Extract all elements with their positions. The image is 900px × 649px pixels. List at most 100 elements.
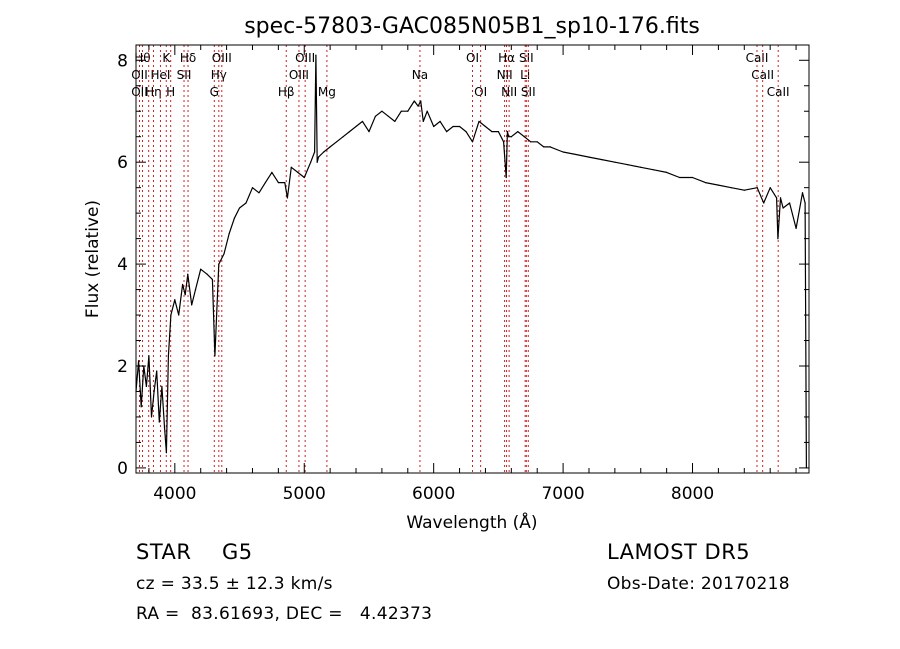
y-tick-label: 8 <box>117 51 128 71</box>
data-point <box>549 146 551 148</box>
line-marker-label: OI <box>466 51 479 65</box>
data-point <box>361 120 364 123</box>
data-point <box>223 253 225 255</box>
data-point <box>562 151 564 153</box>
line-marker-label: NII <box>501 85 517 99</box>
data-point <box>228 232 230 235</box>
x-tick-label: 8000 <box>671 484 714 504</box>
data-point <box>348 131 351 133</box>
data-point <box>426 110 428 112</box>
data-point <box>422 120 424 123</box>
line-marker-label: OI <box>474 85 487 99</box>
data-point <box>156 370 158 372</box>
data-point <box>717 184 720 186</box>
object-subclass: G5 <box>222 540 253 564</box>
data-point <box>413 100 415 102</box>
data-point <box>251 187 254 189</box>
data-point <box>184 294 186 296</box>
data-point <box>627 164 629 166</box>
data-point <box>153 390 155 393</box>
data-point <box>777 238 779 240</box>
data-point <box>556 148 558 151</box>
line-marker-label: Hθ <box>134 51 150 65</box>
data-point <box>801 192 804 194</box>
data-point <box>317 156 320 158</box>
data-point <box>497 131 499 133</box>
y-tick-label: 2 <box>117 357 128 377</box>
data-point <box>336 141 338 143</box>
line-marker-label: Hγ <box>211 68 227 82</box>
data-point <box>158 421 160 423</box>
data-point <box>804 202 806 204</box>
line-marker-label: OII <box>131 85 148 99</box>
data-point <box>290 166 292 168</box>
line-marker-label: SII <box>177 68 192 82</box>
x-axis: 4000 5000 6000 7000 8000 <box>148 45 797 504</box>
data-point <box>458 125 461 128</box>
line-marker-label: Na <box>412 68 428 82</box>
observation-date: Obs-Date: 20170218 <box>607 574 790 594</box>
data-point <box>678 176 681 179</box>
data-point <box>756 187 758 189</box>
data-point <box>506 131 509 133</box>
data-point <box>420 100 422 102</box>
x-tick-label: 6000 <box>412 484 455 504</box>
data-point <box>214 355 216 357</box>
data-point <box>174 299 176 301</box>
data-point <box>407 110 409 112</box>
data-point <box>310 161 312 163</box>
data-point <box>286 197 289 199</box>
data-point <box>779 197 782 199</box>
data-point <box>271 171 273 173</box>
data-point <box>691 176 694 179</box>
data-point <box>502 141 505 143</box>
y-tick-label: 6 <box>117 153 128 173</box>
y-axis-label: Flux (relative) <box>83 200 103 318</box>
data-point <box>640 166 642 168</box>
line-marker-label: CaII <box>746 51 769 65</box>
x-axis-label: Wavelength (Å) <box>406 511 537 533</box>
data-point <box>315 54 317 56</box>
data-point <box>329 146 331 148</box>
data-point <box>284 181 286 184</box>
line-marker-label: Hη <box>145 85 162 99</box>
data-point <box>666 171 668 173</box>
data-point <box>297 171 299 173</box>
data-point <box>314 151 316 153</box>
data-point <box>394 120 396 123</box>
data-point <box>536 141 538 143</box>
data-point <box>575 153 577 156</box>
spectrum-series <box>135 54 808 469</box>
data-point <box>653 169 655 171</box>
data-point <box>523 136 525 138</box>
data-point <box>303 176 305 179</box>
chart-title: spec-57803-GAC085N05B1_sp10-176.fits <box>244 14 700 39</box>
data-point <box>206 273 208 275</box>
data-point <box>150 416 153 418</box>
data-point <box>776 197 778 199</box>
line-marker-label: K <box>162 51 171 65</box>
line-marker-label: CaII <box>751 68 774 82</box>
data-point <box>439 120 441 123</box>
data-point <box>452 125 454 128</box>
spectral-line-markers: HθOIIOIIHηHeIKHSIIHδGHγOIIIHβOIIIOIIIMgN… <box>131 45 790 473</box>
data-point <box>530 141 532 143</box>
line-marker-label: Hδ <box>180 51 196 65</box>
data-point <box>187 273 189 275</box>
data-point <box>194 288 197 291</box>
line-marker-label: OIII <box>289 68 309 82</box>
y-tick-label: 0 <box>117 459 128 479</box>
data-point <box>200 268 202 270</box>
y-tick-label: 4 <box>117 255 128 275</box>
data-point <box>181 283 184 286</box>
data-point <box>743 189 745 191</box>
data-point <box>795 227 797 230</box>
data-point <box>258 192 260 194</box>
data-point <box>137 360 140 362</box>
line-marker-label: SII <box>519 51 534 65</box>
x-tick-label: 5000 <box>283 484 326 504</box>
data-point <box>601 159 603 161</box>
line-marker-label: G <box>210 85 219 99</box>
data-point <box>387 115 389 117</box>
data-point <box>140 406 142 408</box>
